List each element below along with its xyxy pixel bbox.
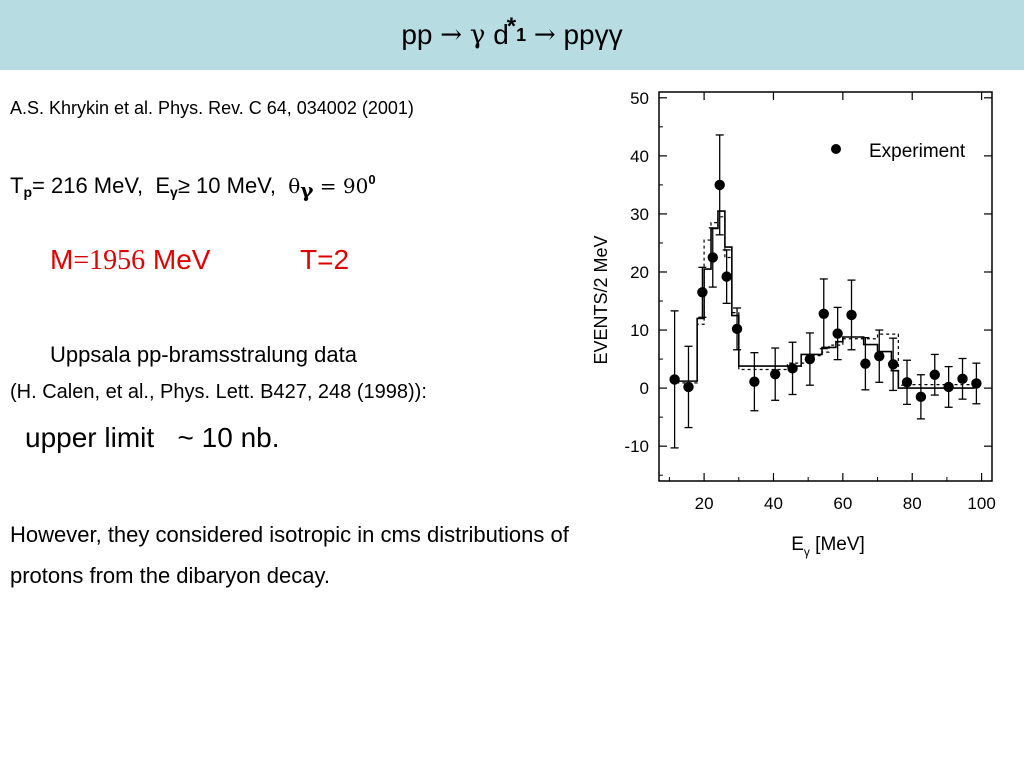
data-point bbox=[804, 353, 816, 365]
slide-title: pp → γ d * 1 → ppγγ bbox=[0, 0, 1024, 70]
data-point bbox=[846, 309, 857, 321]
data-point bbox=[929, 369, 940, 380]
mass-unit: MeV bbox=[145, 244, 211, 275]
data-point bbox=[901, 377, 913, 388]
tp-label: T bbox=[10, 173, 24, 198]
title-star: * bbox=[506, 13, 517, 40]
y-tick-label: 30 bbox=[630, 205, 649, 224]
isospin-text: T=2 bbox=[300, 244, 350, 275]
x-axis-label: Eγ [MeV] bbox=[791, 534, 865, 559]
title-subscript: 1 bbox=[516, 24, 527, 45]
title-arrow-1: → bbox=[440, 20, 463, 50]
mass-value: =1956 bbox=[73, 245, 146, 276]
y-tick-label: 0 bbox=[640, 379, 649, 398]
mass-line: M=1956 MeV bbox=[50, 244, 210, 277]
legend-label: Experiment bbox=[869, 141, 966, 162]
data-point bbox=[707, 252, 718, 263]
y-tick-label: 50 bbox=[630, 89, 649, 108]
reference-text: A.S. Khrykin et al. Phys. Rev. C 64, 034… bbox=[10, 98, 414, 118]
y-tick-label: -10 bbox=[624, 437, 649, 456]
conclusion-text: However, they considered isotropic in cm… bbox=[10, 522, 569, 588]
y-tick-label: 40 bbox=[630, 147, 649, 166]
histogram-solid-line bbox=[676, 210, 975, 389]
title-pp: pp bbox=[401, 19, 433, 50]
data-point bbox=[770, 368, 781, 380]
tp-sub: p bbox=[23, 184, 33, 200]
plot-frame bbox=[658, 91, 993, 482]
title-d: d bbox=[493, 19, 509, 50]
tp-value: = 216 MeV, bbox=[32, 173, 144, 198]
eg-label: E bbox=[155, 173, 171, 198]
eg-value: ≥ 10 MeV, bbox=[177, 173, 276, 198]
uppsala-text: Uppsala pp-bramsstralung data bbox=[50, 342, 357, 367]
data-point bbox=[915, 391, 927, 403]
calen-reference: (H. Calen, et al., Phys. Lett. B427, 248… bbox=[10, 381, 427, 403]
data-point bbox=[787, 363, 798, 374]
data-point bbox=[971, 378, 982, 389]
x-tick-label: 60 bbox=[833, 494, 852, 513]
data-point bbox=[721, 271, 732, 282]
data-point bbox=[731, 323, 743, 335]
data-point bbox=[943, 381, 954, 393]
upper-limit-line: upper limit ~ 10 nb. bbox=[25, 422, 280, 454]
data-point bbox=[697, 287, 708, 298]
y-tick-label: 20 bbox=[630, 263, 649, 282]
y-tick-label: 10 bbox=[630, 321, 649, 340]
data-point bbox=[749, 376, 760, 387]
legend-marker bbox=[831, 144, 841, 154]
kinematics-line: Tp= 216 MeV, Eγ≥ 10 MeV, θγ = 900 bbox=[10, 172, 376, 202]
mass-label: M bbox=[50, 244, 74, 275]
x-tick-label: 40 bbox=[764, 494, 783, 513]
data-point bbox=[860, 358, 871, 369]
theta-sub: γ bbox=[300, 178, 314, 202]
theta-sup: 0 bbox=[368, 172, 376, 187]
data-point bbox=[669, 374, 680, 385]
histogram-dashed-line bbox=[676, 216, 975, 386]
tilde-symbol: ~ bbox=[177, 422, 194, 453]
theta-label: θ bbox=[288, 174, 301, 198]
x-axis-label-e: E bbox=[791, 534, 804, 555]
data-point bbox=[714, 179, 725, 191]
title-gamma: γ bbox=[469, 20, 486, 50]
upper-limit-text: upper limit bbox=[25, 422, 155, 453]
x-tick-label: 20 bbox=[695, 494, 714, 513]
data-point bbox=[683, 381, 694, 393]
eg-sub: γ bbox=[170, 184, 178, 200]
title-final-state: ppγγ bbox=[563, 19, 623, 50]
theta-eq: = 90 bbox=[313, 174, 369, 198]
data-point bbox=[832, 328, 843, 339]
upper-limit-value: 10 nb. bbox=[193, 422, 280, 453]
x-axis-label-sub: γ bbox=[804, 545, 810, 559]
data-point bbox=[818, 308, 829, 319]
y-axis-label: EVENTS/2 MeV bbox=[591, 235, 611, 364]
data-point bbox=[874, 350, 885, 362]
data-point bbox=[957, 373, 968, 385]
x-axis-label-unit: [MeV] bbox=[810, 534, 865, 555]
x-tick-label: 80 bbox=[903, 494, 922, 513]
x-tick-label: 100 bbox=[967, 494, 995, 513]
title-arrow-2: → bbox=[533, 20, 556, 50]
data-point bbox=[887, 359, 899, 370]
